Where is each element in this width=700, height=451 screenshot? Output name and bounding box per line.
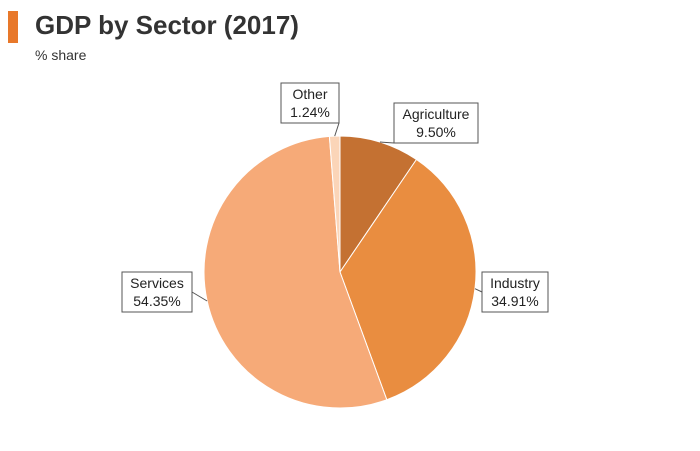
pie-slice-industry (339, 158, 477, 401)
slice-label-industry: Industry 34.91% (481, 271, 549, 313)
slice-label-agriculture: Agriculture 9.50% (393, 102, 479, 144)
slice-category-label: Agriculture (403, 106, 470, 122)
slice-label-box (280, 82, 340, 124)
chart-title: GDP by Sector (2017) (35, 10, 299, 40)
slice-label-services: Services 54.35% (121, 271, 193, 313)
leader-line-services (191, 291, 208, 302)
slice-value-label: 34.91% (491, 293, 538, 309)
slice-label-box (393, 102, 479, 144)
leader-line-agriculture (379, 141, 395, 144)
leader-line-other (334, 122, 340, 137)
slice-category-label: Other (292, 86, 327, 102)
pie-slice-services (203, 135, 388, 409)
slice-value-label: 9.50% (416, 124, 456, 140)
pie-slice-agriculture (339, 135, 418, 274)
title-accent-bar (8, 11, 18, 43)
pie-slices (203, 135, 477, 409)
pie-slice-other (328, 135, 341, 273)
chart-header: GDP by Sector (2017) % share (0, 0, 700, 70)
slice-label-box (481, 271, 549, 313)
slice-value-label: 54.35% (133, 293, 180, 309)
slice-category-label: Services (130, 275, 184, 291)
slice-value-label: 1.24% (290, 104, 330, 120)
slice-category-label: Industry (490, 275, 540, 291)
slice-label-other: Other 1.24% (280, 82, 340, 124)
leader-line-industry (474, 288, 483, 293)
slice-label-box (121, 271, 193, 313)
chart-subtitle: % share (35, 47, 87, 63)
slice-labels: Agriculture 9.50% Industry 34.91% Services 54… (121, 82, 549, 313)
